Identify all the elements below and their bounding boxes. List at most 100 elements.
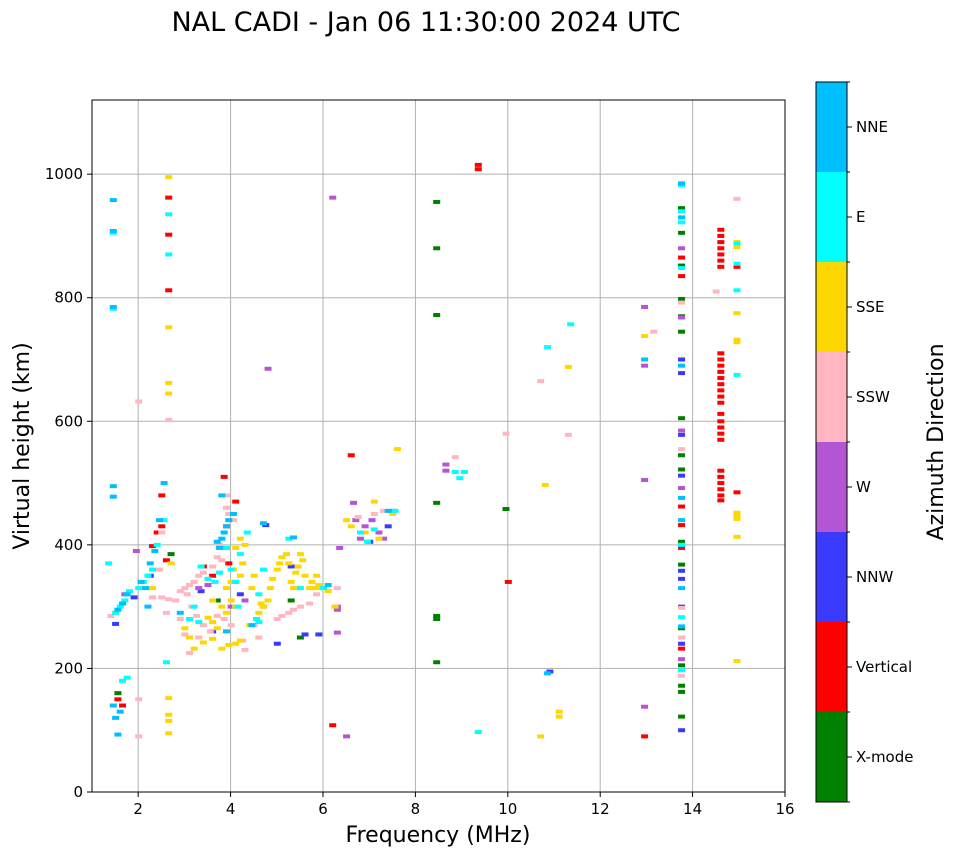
data-point bbox=[368, 518, 376, 523]
data-point bbox=[278, 613, 286, 618]
data-point bbox=[678, 586, 686, 591]
data-point bbox=[259, 604, 267, 609]
data-point bbox=[315, 632, 323, 637]
data-point bbox=[733, 510, 741, 515]
data-point bbox=[678, 473, 686, 478]
data-point bbox=[678, 683, 686, 688]
data-point bbox=[112, 610, 120, 615]
data-point bbox=[717, 252, 725, 257]
data-point bbox=[220, 617, 228, 621]
data-point bbox=[158, 530, 166, 535]
data-point bbox=[347, 453, 355, 458]
data-point bbox=[352, 518, 360, 523]
data-point bbox=[142, 586, 150, 591]
data-point bbox=[451, 455, 459, 460]
data-point bbox=[234, 604, 242, 609]
data-point bbox=[229, 511, 237, 516]
data-point bbox=[132, 549, 140, 554]
data-point bbox=[315, 583, 323, 588]
data-point bbox=[222, 493, 230, 498]
data-point bbox=[641, 357, 649, 362]
data-point bbox=[135, 399, 143, 404]
data-point bbox=[678, 504, 686, 509]
colorbar-label: Vertical bbox=[856, 658, 912, 676]
data-point bbox=[216, 542, 224, 547]
data-point bbox=[504, 579, 512, 584]
data-point bbox=[165, 252, 173, 257]
data-point bbox=[433, 660, 441, 665]
data-point bbox=[264, 366, 272, 371]
data-point bbox=[236, 573, 244, 578]
x-tick-label: 14 bbox=[683, 800, 702, 818]
data-point bbox=[717, 481, 725, 486]
data-point bbox=[146, 561, 154, 566]
data-point bbox=[301, 632, 309, 637]
data-point bbox=[641, 734, 649, 739]
data-point bbox=[717, 357, 725, 362]
data-point bbox=[537, 379, 545, 384]
data-point bbox=[209, 636, 217, 641]
data-point bbox=[717, 411, 725, 416]
data-point bbox=[678, 689, 686, 694]
data-point bbox=[678, 263, 686, 268]
data-point bbox=[222, 545, 230, 550]
data-point bbox=[165, 380, 173, 385]
data-point bbox=[137, 579, 145, 584]
data-point bbox=[109, 304, 117, 309]
data-point bbox=[149, 595, 157, 600]
data-point bbox=[225, 561, 233, 566]
data-point bbox=[296, 604, 304, 609]
data-point bbox=[227, 567, 235, 572]
data-point bbox=[555, 709, 563, 714]
data-point bbox=[213, 598, 221, 603]
data-point bbox=[149, 586, 157, 591]
data-point bbox=[209, 598, 217, 603]
data-point bbox=[733, 513, 741, 518]
data-point bbox=[733, 337, 741, 342]
colorbar-label: W bbox=[856, 478, 871, 496]
data-point bbox=[717, 437, 725, 442]
data-point bbox=[456, 476, 464, 481]
data-point bbox=[717, 258, 725, 263]
data-point bbox=[285, 536, 293, 541]
colorbar-frame bbox=[815, 81, 848, 803]
data-point bbox=[370, 499, 378, 504]
data-point bbox=[324, 589, 332, 594]
data-point bbox=[192, 613, 200, 618]
data-point bbox=[151, 549, 159, 554]
data-point bbox=[294, 564, 302, 569]
data-point bbox=[255, 620, 263, 625]
data-point bbox=[213, 539, 221, 544]
colorbar-segment bbox=[816, 442, 847, 532]
data-point bbox=[313, 573, 321, 578]
data-point bbox=[678, 209, 686, 214]
data-point bbox=[165, 418, 173, 423]
data-point bbox=[717, 394, 725, 399]
data-point bbox=[264, 598, 272, 603]
data-point bbox=[391, 508, 399, 513]
data-point bbox=[733, 490, 741, 495]
data-point bbox=[181, 586, 189, 591]
x-tick-label: 10 bbox=[498, 800, 517, 818]
data-point bbox=[641, 334, 649, 339]
chart-title: NAL CADI - Jan 06 11:30:00 2024 UTC bbox=[171, 7, 680, 38]
data-point bbox=[105, 561, 113, 566]
data-point bbox=[241, 542, 249, 547]
data-point bbox=[502, 431, 510, 436]
data-point bbox=[250, 573, 258, 578]
data-point bbox=[176, 610, 184, 615]
data-point bbox=[733, 372, 741, 377]
data-point bbox=[641, 704, 649, 709]
data-point bbox=[678, 371, 686, 376]
data-point bbox=[204, 615, 212, 620]
data-point bbox=[165, 325, 173, 330]
data-point bbox=[678, 215, 686, 220]
data-point bbox=[273, 617, 281, 621]
data-point bbox=[116, 709, 124, 714]
data-point bbox=[310, 586, 318, 591]
data-point bbox=[109, 703, 117, 708]
data-point bbox=[255, 635, 263, 640]
series-vertical bbox=[114, 162, 741, 739]
data-point bbox=[717, 363, 725, 368]
data-point bbox=[285, 610, 293, 615]
